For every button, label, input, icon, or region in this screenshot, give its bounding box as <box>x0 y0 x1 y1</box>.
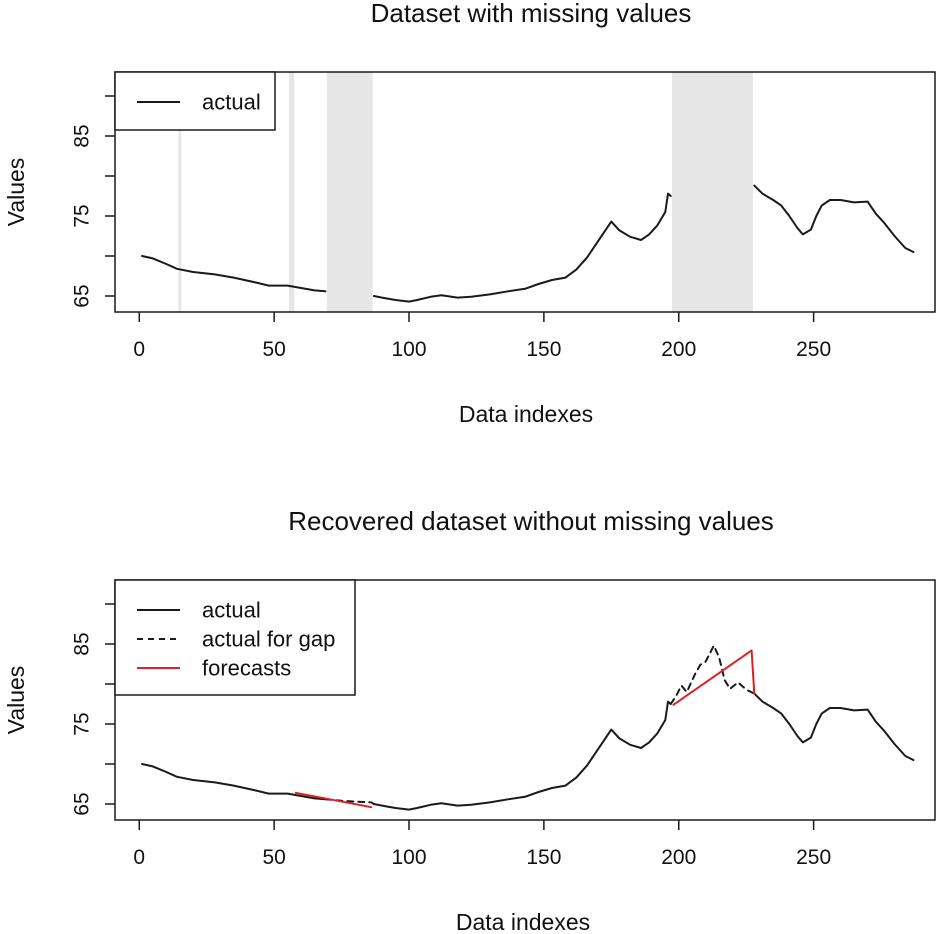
y-axis-ticks: 65 75 85 <box>70 95 115 308</box>
series-line-actual <box>372 700 672 811</box>
y-tick-label: 65 <box>70 792 93 815</box>
data-lines <box>141 644 915 811</box>
y-tick-label: 75 <box>70 712 93 735</box>
legend: actual actual for gap forecasts <box>114 579 356 696</box>
y-axis-ticks: 65 75 85 <box>70 603 115 816</box>
x-tick-label: 200 <box>661 846 696 869</box>
series-line-actual <box>753 692 915 761</box>
series-line-forecasts <box>672 649 756 706</box>
x-axis-title: Data indexes <box>459 401 593 427</box>
x-tick-label: 50 <box>262 338 285 361</box>
y-tick-label: 85 <box>70 124 93 147</box>
missing-gap-shading <box>178 72 753 312</box>
legend-box <box>114 579 356 696</box>
chart-title: Recovered dataset without missing values <box>288 506 774 536</box>
legend-label: forecasts <box>202 656 291 681</box>
series-line-actual <box>753 184 915 253</box>
series-line-actual <box>141 763 327 801</box>
missing-gap-band <box>178 72 182 312</box>
x-tick-label: 150 <box>526 846 561 869</box>
chart-title: Dataset with missing values <box>371 0 692 28</box>
legend: actual <box>114 71 276 131</box>
plot-box <box>114 71 936 313</box>
x-tick-label: 0 <box>133 846 145 869</box>
y-tick-label: 65 <box>70 284 93 307</box>
x-axis-title: Data indexes <box>456 909 590 934</box>
missing-gap-band <box>326 72 373 312</box>
x-tick-label: 250 <box>796 846 831 869</box>
x-axis-ticks: 0 50 100 150 200 250 <box>133 312 831 361</box>
x-tick-label: 50 <box>262 846 285 869</box>
x-tick-label: 200 <box>661 338 696 361</box>
series-line-actual-for-gap <box>669 644 756 705</box>
series-line-forecasts <box>294 791 373 809</box>
y-axis-title: Values <box>3 666 29 735</box>
y-tick-label: 85 <box>70 632 93 655</box>
x-axis-ticks: 0 50 100 150 200 250 <box>133 820 831 869</box>
y-tick-label: 75 <box>70 204 93 227</box>
x-tick-label: 250 <box>796 338 831 361</box>
missing-gap-band <box>288 72 295 312</box>
data-lines <box>141 184 915 303</box>
x-tick-label: 100 <box>391 338 426 361</box>
series-line-actual <box>372 192 672 303</box>
plot-box <box>114 579 936 821</box>
legend-label: actual <box>202 598 261 623</box>
legend-label: actual <box>202 90 261 115</box>
x-tick-label: 0 <box>133 338 145 361</box>
x-tick-label: 150 <box>526 338 561 361</box>
y-axis-title: Values <box>3 158 29 227</box>
legend-label: actual for gap <box>202 627 335 652</box>
panel-recovered: Recovered dataset without missing values… <box>3 506 936 934</box>
missing-gap-band <box>672 72 753 312</box>
panel-missing-values: Dataset with missing values 0 50 100 150 200… <box>3 0 936 427</box>
x-tick-label: 100 <box>391 846 426 869</box>
series-line-actual <box>141 255 327 293</box>
